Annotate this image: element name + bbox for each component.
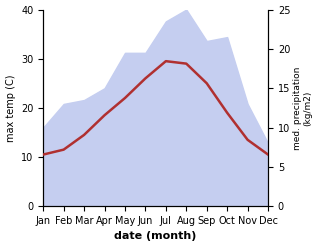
- Y-axis label: max temp (C): max temp (C): [5, 74, 16, 142]
- Y-axis label: med. precipitation
(kg/m2): med. precipitation (kg/m2): [293, 66, 313, 149]
- X-axis label: date (month): date (month): [114, 231, 197, 242]
